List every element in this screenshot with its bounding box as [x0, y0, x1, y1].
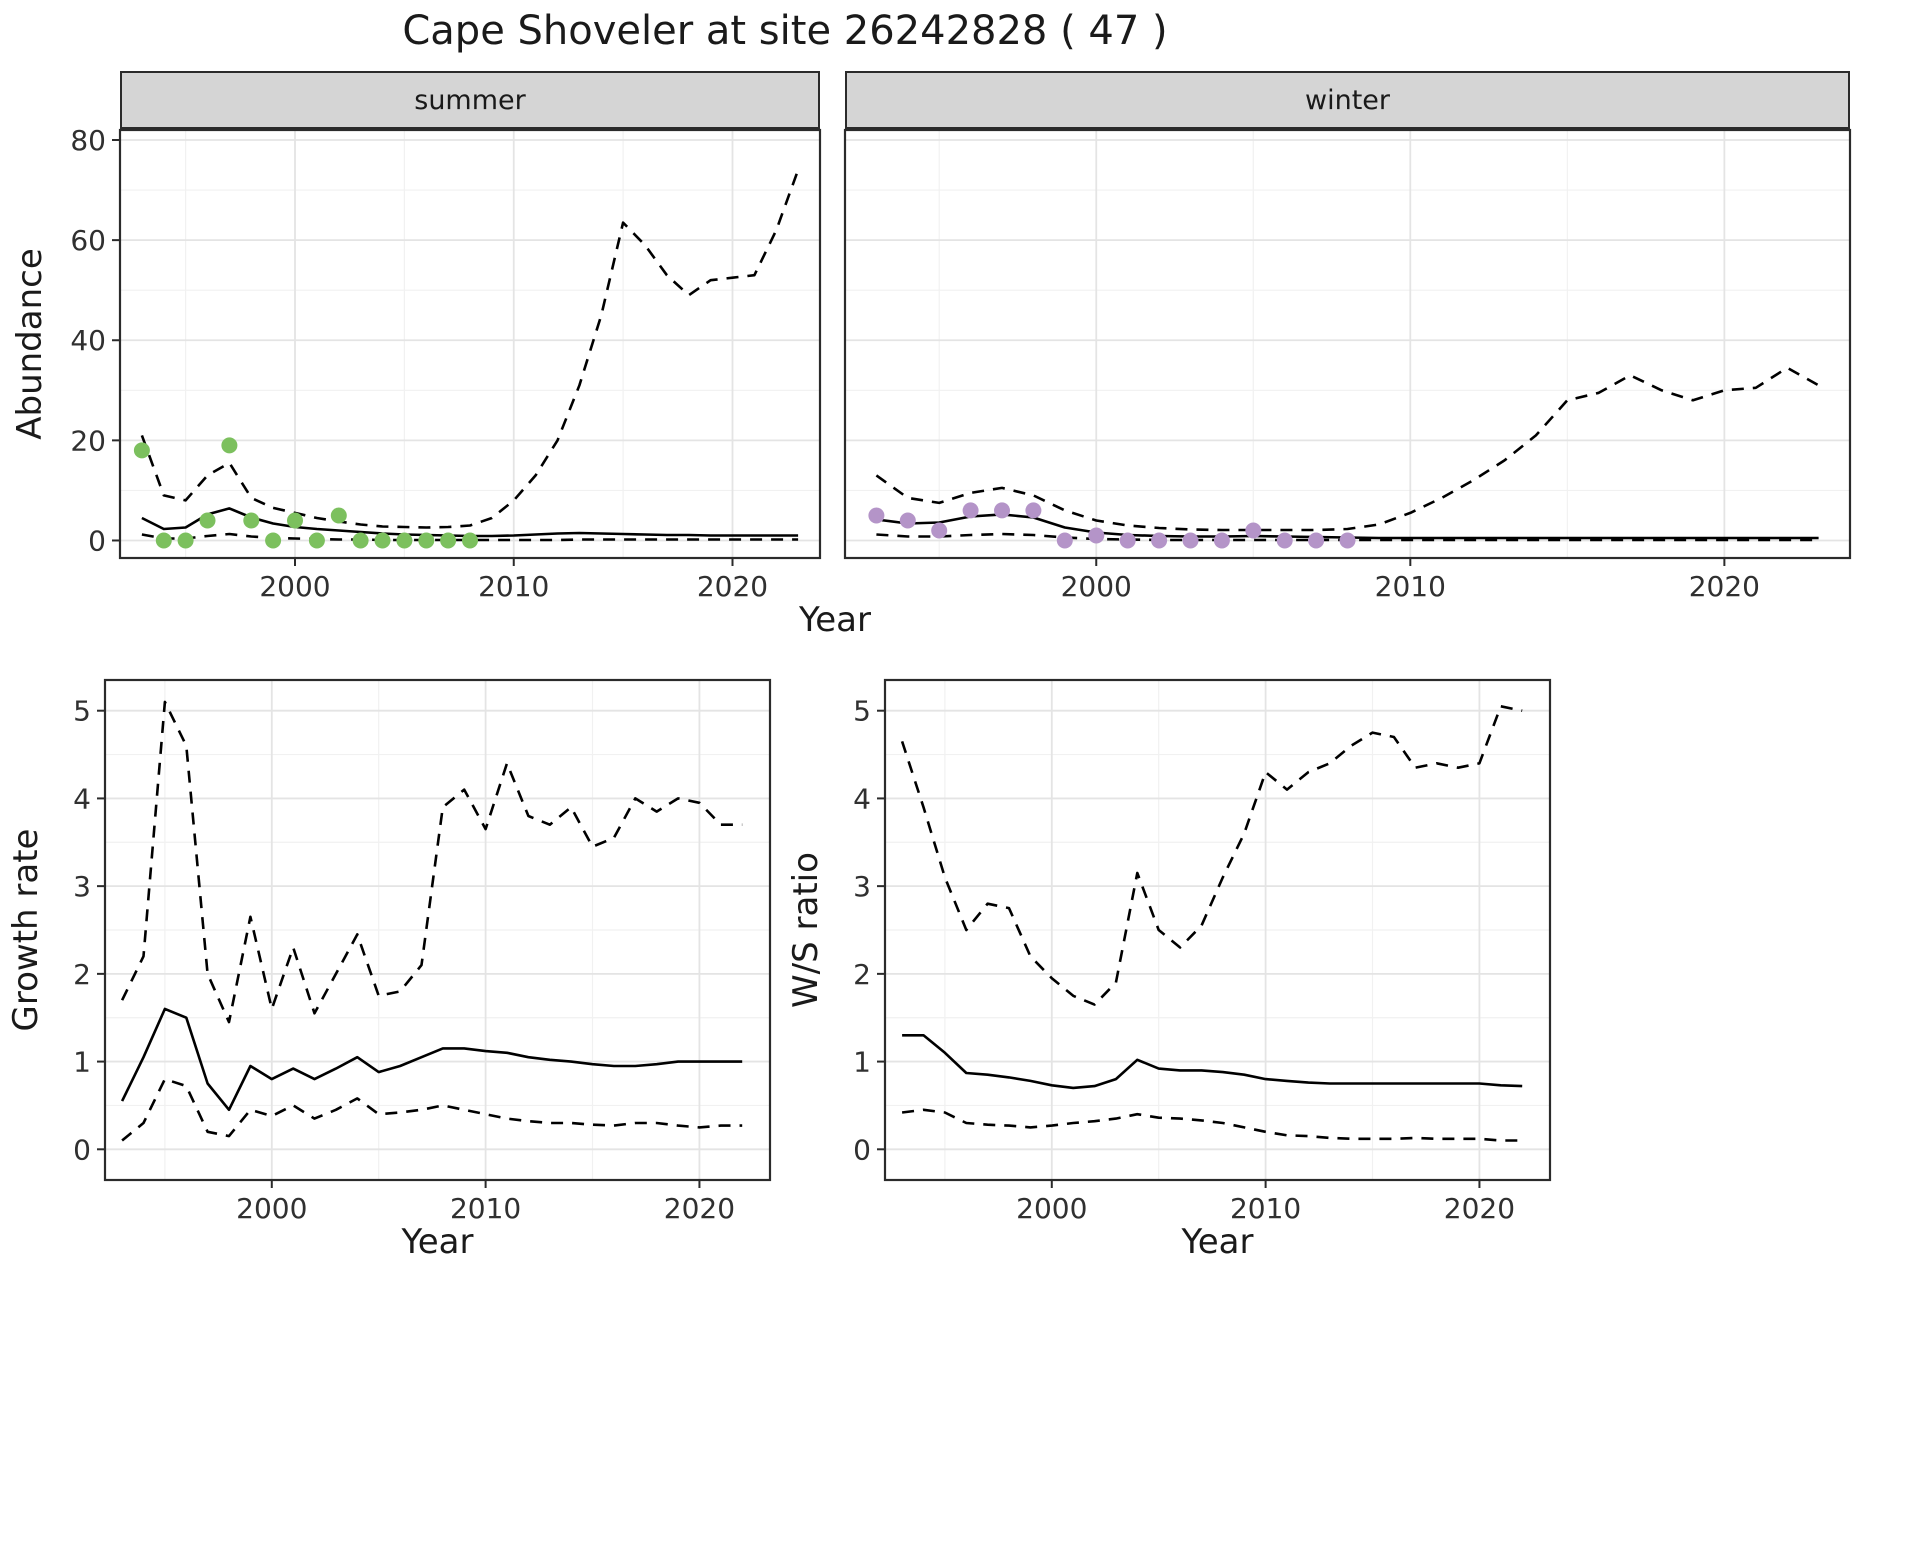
- y-axis-tick-label: 2: [853, 958, 871, 991]
- x-axis-title-top: Year: [799, 600, 871, 640]
- panel-background: [120, 130, 820, 558]
- y-axis-tick-label: 60: [70, 224, 106, 257]
- observed-point: [1308, 532, 1325, 549]
- y-axis-tick-label: 20: [70, 424, 106, 457]
- y-axis-tick-label: 0: [853, 1133, 871, 1166]
- y-axis-tick-label: 1: [73, 1046, 91, 1079]
- growth-rate-plot: 2000 2010 2020 0 1 2 3 4 5: [73, 678, 772, 1225]
- abundance-winter-plot: 2000 2010 2020: [843, 128, 1852, 603]
- observed-point: [221, 437, 238, 454]
- observed-point: [396, 532, 413, 549]
- observed-point: [1213, 532, 1230, 549]
- series-upper-ci-line: [875, 366, 1820, 532]
- panel-border: [118, 128, 822, 560]
- panel-border: [843, 128, 1852, 560]
- y-axis-tick-label: 4: [853, 782, 871, 815]
- x-axis-tick-label: 2010: [1375, 570, 1446, 603]
- observed-point: [931, 522, 948, 539]
- observed-point: [1151, 532, 1168, 549]
- series-upper-ci-line: [140, 169, 800, 529]
- y-axis-tick-label: 0: [73, 1133, 91, 1166]
- facet-strip-summer: summer: [120, 71, 820, 129]
- series-lower-ci-line: [901, 1108, 1523, 1142]
- x-axis-tick-label: 2020: [664, 1192, 735, 1225]
- observed-point: [265, 532, 282, 549]
- x-axis-tick-label: 2000: [1016, 1192, 1087, 1225]
- panel-background: [845, 130, 1850, 558]
- y-axis-tick-label: 4: [73, 782, 91, 815]
- y-axis-tick-label: 3: [73, 870, 91, 903]
- observed-point: [1088, 527, 1105, 544]
- observed-point: [1025, 502, 1042, 519]
- x-axis-tick-label: 2020: [697, 570, 768, 603]
- x-axis-tick-label: 2000: [236, 1192, 307, 1225]
- y-axis-tick-label: 1: [853, 1046, 871, 1079]
- observed-point: [418, 532, 435, 549]
- observed-point: [352, 532, 369, 549]
- observed-point: [374, 532, 391, 549]
- observed-point: [287, 512, 303, 529]
- observed-point: [1276, 532, 1293, 549]
- series-upper-ci-line: [900, 705, 1523, 1006]
- y-axis-tick-label: 40: [70, 324, 106, 357]
- observed-point: [1339, 532, 1356, 549]
- observed-point: [330, 507, 347, 524]
- chart-title: Cape Shoveler at site 26242828 ( 47 ): [402, 8, 1168, 54]
- x-axis-title-growth-rate: Year: [401, 1222, 474, 1262]
- observed-point: [440, 532, 457, 549]
- series-upper-ci-line: [120, 700, 743, 1024]
- observed-point: [899, 512, 916, 529]
- y-axis-tick-label: 0: [88, 524, 106, 557]
- series-lower-ci-line: [121, 1077, 743, 1142]
- y-axis-tick-label: 5: [853, 695, 871, 728]
- x-axis-tick-label: 2020: [1444, 1192, 1515, 1225]
- y-axis-tick-label: 2: [73, 958, 91, 991]
- x-axis-tick-label: 2000: [259, 570, 330, 603]
- x-axis-tick-label: 2010: [1230, 1192, 1301, 1225]
- x-axis-tick-label: 2000: [1061, 570, 1132, 603]
- y-axis-title-growth-rate: Growth rate: [6, 828, 46, 1032]
- y-axis-tick-label: 5: [73, 695, 91, 728]
- observed-point: [868, 507, 885, 524]
- x-axis-tick-label: 2010: [478, 570, 549, 603]
- observed-point: [462, 532, 478, 549]
- observed-point: [1245, 522, 1262, 539]
- abundance-summer-plot: 2000 2010 2020 0 20 40 60 80: [70, 125, 822, 603]
- x-axis-title-ws-ratio: Year: [1181, 1222, 1254, 1262]
- series-mean-fit-line: [902, 1034, 1523, 1090]
- x-axis-tick-label: 2010: [450, 1192, 521, 1225]
- observed-point: [133, 442, 150, 459]
- series-mean-fit-line: [120, 1007, 743, 1112]
- y-axis-title-ws-ratio: W/S ratio: [786, 852, 826, 1008]
- observed-point: [199, 512, 216, 529]
- facet-strip-winter: winter: [845, 71, 1850, 129]
- panel-border: [103, 678, 772, 1182]
- y-axis-tick-label: 3: [853, 870, 871, 903]
- observed-point: [177, 532, 194, 549]
- series-lower-ci-line: [141, 532, 799, 542]
- observed-point: [962, 502, 979, 519]
- y-axis-tick-label: 80: [70, 125, 106, 157]
- panel-border: [883, 678, 1552, 1182]
- observed-point: [243, 512, 260, 529]
- observed-point: [994, 502, 1010, 519]
- observed-point: [1182, 532, 1199, 549]
- x-axis-tick-label: 2020: [1689, 570, 1760, 603]
- y-axis-title-abundance: Abundance: [10, 248, 50, 440]
- observed-point: [1119, 532, 1136, 549]
- observed-point: [155, 532, 172, 549]
- observed-point: [308, 532, 325, 549]
- ws-ratio-plot: 2000 2010 2020 0 1 2 3 4 5: [853, 678, 1552, 1225]
- observed-point: [1056, 532, 1073, 549]
